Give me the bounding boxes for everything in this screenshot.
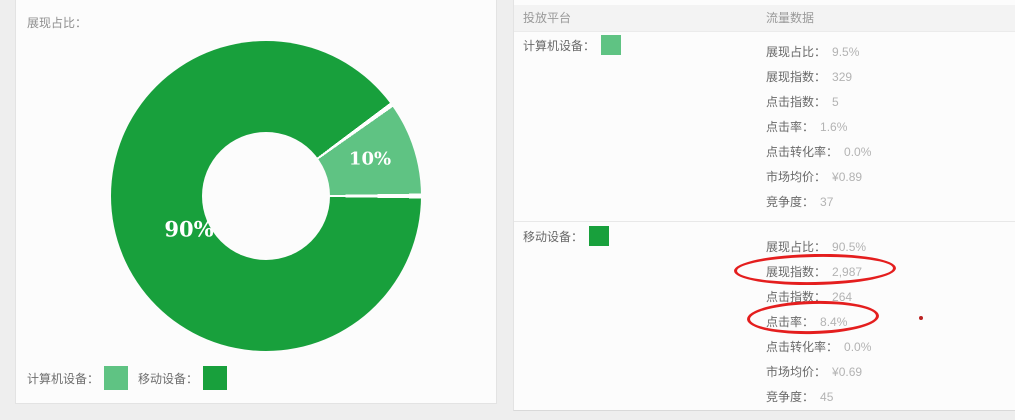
- legend-item-mobile[interactable]: 移动设备：: [138, 366, 228, 390]
- section-divider: [514, 221, 1015, 222]
- legend-item-computer[interactable]: 计算机设备：: [27, 366, 129, 390]
- metric-label: 点击指数：: [766, 95, 827, 109]
- header-traffic: 流量数据: [766, 11, 815, 25]
- metric-label: 点击转化率：: [766, 340, 839, 354]
- metric-label: 展现占比：: [766, 240, 827, 254]
- metric-row: 点击转化率： 0.0%: [766, 140, 871, 165]
- metric-row: 展现占比： 90.5%: [766, 235, 871, 260]
- metric-value: 329: [832, 70, 853, 84]
- metric-row: 展现占比： 9.5%: [766, 40, 871, 65]
- metric-row: 点击率： 1.6%: [766, 115, 871, 140]
- metric-value: 9.5%: [832, 45, 860, 59]
- metric-row: 点击指数： 5: [766, 90, 871, 115]
- metric-value: 8.4%: [820, 315, 848, 329]
- metric-value: 5: [832, 95, 839, 109]
- donut-chart[interactable]: 90% 10%: [111, 41, 421, 351]
- mobile-table-swatch: [589, 226, 610, 246]
- table-header: 投放平台 流量数据: [514, 5, 1015, 32]
- metric-label: 市场均价：: [766, 170, 827, 184]
- metric-value: 0.0%: [844, 145, 872, 159]
- metric-label: 点击转化率：: [766, 145, 839, 159]
- metric-label: 展现占比：: [766, 45, 827, 59]
- computer-slice-label: 10%: [348, 148, 392, 170]
- computer-color-swatch: [104, 366, 129, 390]
- metric-row: 点击转化率： 0.0%: [766, 335, 871, 360]
- annotation-ellipse-impression-index: [733, 252, 897, 287]
- panel-title: 展现占比：: [27, 16, 88, 30]
- mobile-color-swatch: [203, 366, 228, 390]
- metric-label: 展现指数：: [766, 265, 827, 279]
- metric-label: 竞争度：: [766, 195, 815, 209]
- traffic-data-panel: 投放平台 流量数据 计算机设备： 展现占比： 9.5% 展现指数： 329 点击指数： 5…: [513, 0, 1015, 411]
- impression-share-panel: 展现占比： 90% 10% 计算机设备： 移动设备：: [15, 0, 497, 404]
- metric-label: 市场均价：: [766, 365, 827, 379]
- donut-hole: [202, 132, 330, 260]
- metric-value: 1.6%: [820, 120, 848, 134]
- metric-label: 点击率：: [766, 120, 815, 134]
- metric-row: 展现指数： 329: [766, 65, 871, 90]
- platform-cell-computer: 计算机设备：: [523, 35, 622, 55]
- platform-label-mobile: 移动设备：: [523, 229, 584, 244]
- metric-row: 点击指数： 264: [766, 285, 871, 310]
- metric-row: 竞争度： 45: [766, 385, 871, 410]
- chart-legend: 计算机设备： 移动设备：: [27, 364, 228, 392]
- annotation-dot: [919, 316, 923, 320]
- mobile-metrics: 展现占比： 90.5% 展现指数： 2,987 点击指数： 264 点击率： 8.4% 点击转化…: [766, 235, 871, 410]
- metric-row: 竞争度： 37: [766, 190, 871, 215]
- metric-value: 2,987: [832, 265, 863, 279]
- platform-cell-mobile: 移动设备：: [523, 226, 610, 246]
- platform-label-computer: 计算机设备：: [523, 38, 596, 53]
- header-platform: 投放平台: [523, 11, 572, 25]
- metric-label: 点击指数：: [766, 290, 827, 304]
- metric-label: 点击率：: [766, 315, 815, 329]
- metric-value: 0.0%: [844, 340, 872, 354]
- metric-row: 市场均价： ¥0.69: [766, 360, 871, 385]
- metric-row: 展现指数： 2,987: [766, 260, 871, 285]
- metric-label: 展现指数：: [766, 70, 827, 84]
- metric-value: 264: [832, 290, 853, 304]
- computer-table-swatch: [601, 35, 622, 55]
- mobile-slice-label: 90%: [164, 216, 214, 242]
- metric-value: 37: [820, 195, 834, 209]
- metric-label: 竞争度：: [766, 390, 815, 404]
- metric-value: ¥0.89: [832, 170, 863, 184]
- metric-value: 90.5%: [832, 240, 867, 254]
- metric-value: 45: [820, 390, 834, 404]
- metric-row: 点击率： 8.4%: [766, 310, 871, 335]
- legend-label-computer: 计算机设备：: [27, 371, 100, 386]
- metric-row: 市场均价： ¥0.89: [766, 165, 871, 190]
- metric-value: ¥0.69: [832, 365, 863, 379]
- computer-metrics: 展现占比： 9.5% 展现指数： 329 点击指数： 5 点击率： 1.6% 点击转化率： 0.0…: [766, 40, 871, 215]
- legend-label-mobile: 移动设备：: [138, 371, 199, 386]
